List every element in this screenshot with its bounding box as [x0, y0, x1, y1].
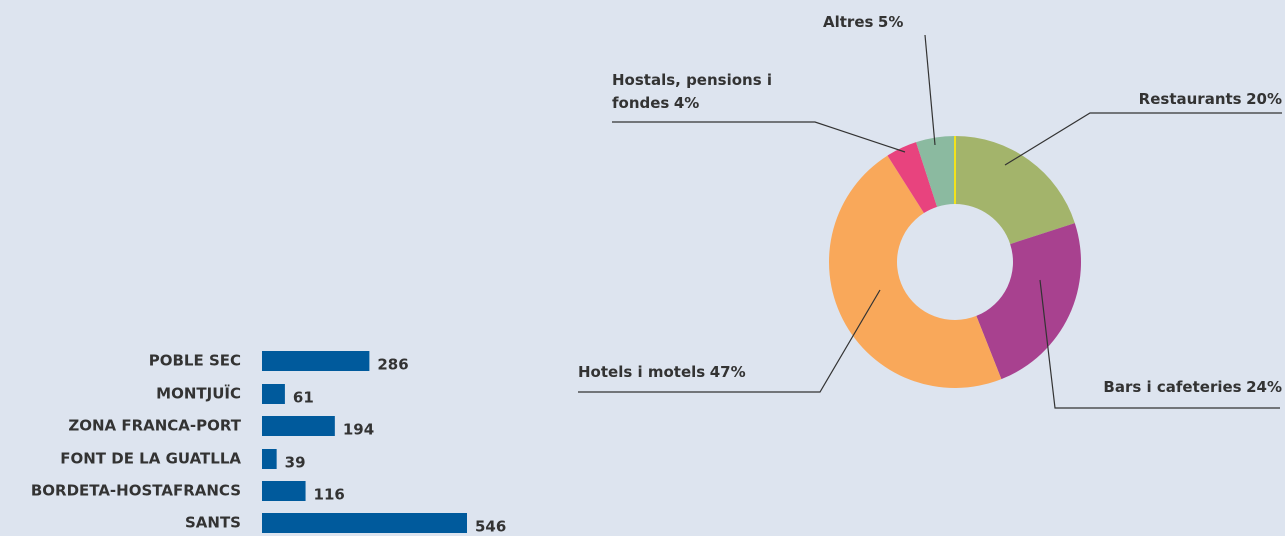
value-label: 194: [343, 421, 374, 439]
category: Altres: [823, 13, 874, 31]
category: Bars i cafeteries: [1103, 378, 1242, 396]
leader-line: [1004, 112, 1282, 166]
category: Hostals, pensions i fondes: [612, 71, 773, 112]
bar: [262, 449, 277, 469]
donut-slice: [916, 136, 955, 207]
bar: [262, 384, 285, 404]
bar: [262, 351, 370, 371]
donut-slice: [887, 142, 938, 214]
category-label: BORDETA-HOSTAFRANCS: [31, 482, 241, 500]
slice-label: Altres 5%: [823, 11, 903, 34]
value-label: 116: [314, 486, 345, 504]
slice-label: Hotels i motels 47%: [578, 361, 746, 384]
value-label: 39: [285, 454, 306, 472]
value: 47%: [709, 363, 746, 381]
slice-label: Hostals, pensions i fondes 4%: [612, 69, 782, 115]
category-label: POBLE SEC: [149, 352, 241, 370]
category-label: MONTJUÏC: [156, 384, 241, 403]
value: 4%: [673, 94, 700, 112]
donut-slice: [955, 136, 1075, 245]
slice-label: Bars i cafeteries 24%: [1103, 376, 1282, 399]
donut-slice: [976, 223, 1081, 380]
donut-slice: [829, 155, 1002, 388]
category-label: SANTS: [185, 514, 241, 532]
value-label: 61: [293, 389, 314, 407]
bar: [262, 481, 306, 501]
category: Hotels i motels: [578, 363, 706, 381]
leader-line: [578, 289, 881, 393]
value: 24%: [1246, 378, 1282, 396]
bar: [262, 416, 335, 436]
category-label: FONT DE LA GUATLLA: [60, 450, 241, 468]
leader-line: [924, 34, 936, 146]
leader-line: [612, 121, 906, 153]
value-label: 286: [377, 356, 408, 374]
value: 20%: [1246, 90, 1282, 108]
value: 5%: [877, 13, 904, 31]
category: Restaurants: [1138, 90, 1242, 108]
bar: [262, 513, 467, 533]
value-label: 546: [475, 518, 506, 536]
leader-line: [1039, 279, 1280, 409]
slice-label: Restaurants 20%: [1139, 88, 1282, 111]
category-label: ZONA FRANCA-PORT: [68, 417, 241, 435]
